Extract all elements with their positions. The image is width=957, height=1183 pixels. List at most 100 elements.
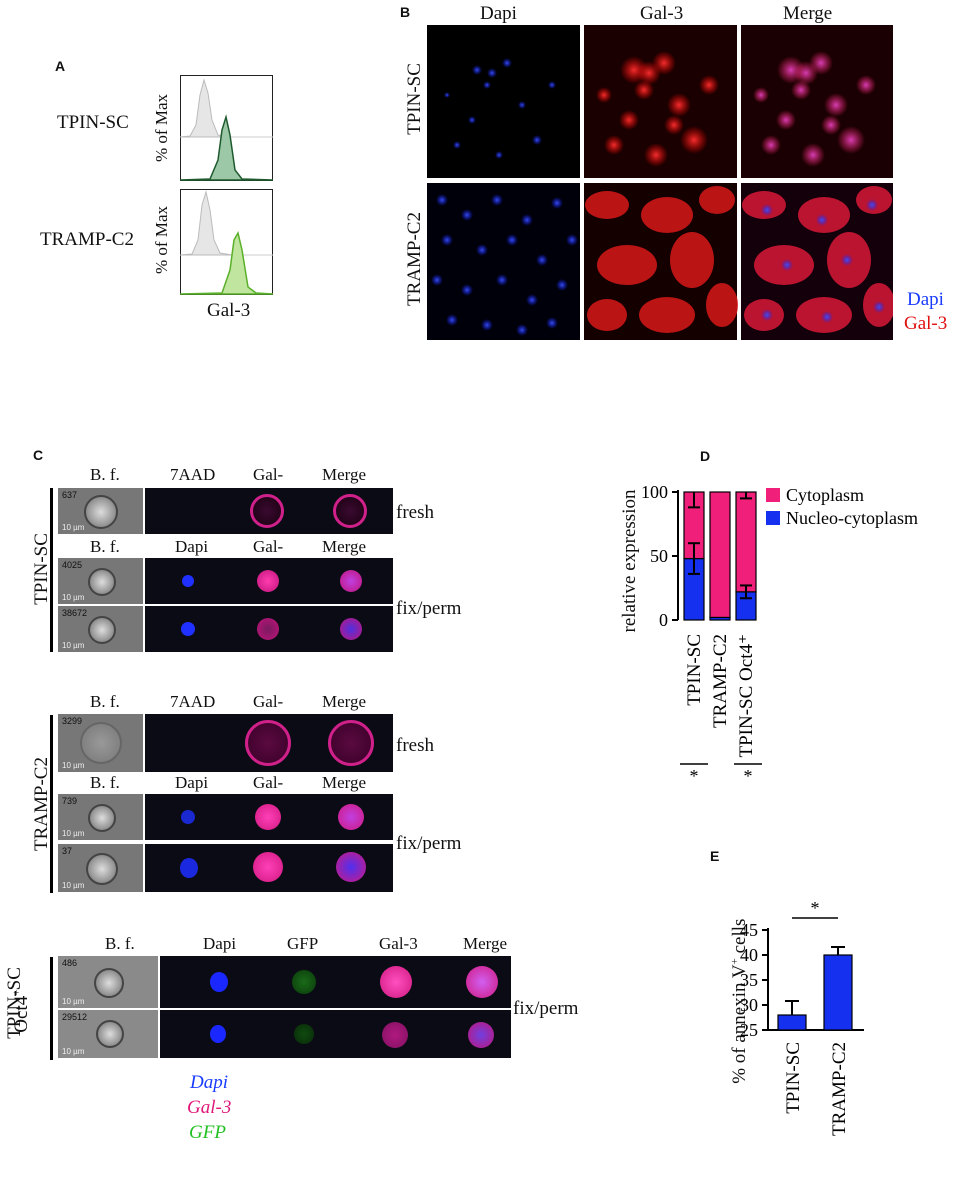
hdr-tramp-fix-gal: Gal- bbox=[253, 773, 284, 792]
fluorescence-strip bbox=[160, 956, 511, 1008]
x-tick-label: TRAMP-C2 bbox=[829, 1042, 850, 1136]
hdr-tpin-merge: Merge bbox=[322, 465, 367, 484]
histogram-box-bottom bbox=[180, 189, 273, 295]
y-tick-label: 40 bbox=[740, 945, 758, 965]
significance-star: * bbox=[811, 898, 820, 918]
label-fresh-tpin: fresh bbox=[396, 502, 434, 523]
panel-a-row-tpin: TPIN-SC bbox=[57, 112, 129, 133]
group-bar-oct4 bbox=[50, 957, 53, 1060]
panel-c-row-tramp: TRAMP-C2 bbox=[31, 757, 52, 851]
bar-cytoplasm bbox=[709, 491, 731, 619]
panel-b-col-gal3: Gal-3 bbox=[640, 3, 684, 24]
brightfield-image: 486 10 µm bbox=[58, 956, 158, 1008]
cell-id: 38672 bbox=[62, 608, 88, 618]
x-tick-label: TPIN-SC Oct4⁺ bbox=[736, 634, 757, 758]
cell-id: 4025 bbox=[62, 560, 83, 570]
panel-b-label: B bbox=[400, 4, 411, 20]
scale-bar: 10 µm bbox=[62, 761, 85, 770]
fluorescence-strip bbox=[160, 1010, 511, 1058]
cell-id: 637 bbox=[62, 490, 78, 500]
fluorescence-strip bbox=[145, 794, 393, 840]
panel-a-histograms bbox=[180, 75, 274, 295]
panel-a-row-tramp: TRAMP-C2 bbox=[40, 229, 134, 250]
hdr-tpin-fix-dapi: Dapi bbox=[175, 537, 209, 556]
scale-bar: 10 µm bbox=[62, 997, 85, 1006]
label-fixperm-oct4: fix/perm bbox=[513, 998, 579, 1019]
panel-b-col-merge: Merge bbox=[783, 3, 833, 24]
hdr-tramp-7aad: 7AAD bbox=[170, 692, 216, 711]
y-tick-label: 30 bbox=[740, 995, 758, 1015]
oct4-fix-row-1: 486 10 µm bbox=[58, 956, 511, 1008]
x-tick-label: TPIN-SC bbox=[783, 1042, 804, 1114]
y-tick-label: 45 bbox=[740, 920, 758, 940]
group-bar-tpin bbox=[50, 488, 53, 652]
micro-tramp-dapi bbox=[427, 183, 580, 340]
bar-cytoplasm bbox=[735, 491, 757, 593]
legend-c-gfp: GFP bbox=[189, 1122, 226, 1143]
significance-star: * bbox=[690, 766, 699, 786]
panel-c-row-tpin: TPIN-SC bbox=[31, 533, 52, 605]
tramp-fresh-row: 3299 10 µm bbox=[58, 714, 393, 772]
legend-label: Cytoplasm bbox=[786, 485, 864, 505]
x-tick-label: TPIN-SC bbox=[684, 634, 705, 706]
panel-b-micrographs bbox=[427, 25, 893, 340]
fluorescence-strip bbox=[145, 844, 393, 892]
bar bbox=[777, 1014, 807, 1031]
scale-bar: 10 µm bbox=[62, 881, 85, 890]
oct4-text: Oct4 bbox=[11, 995, 33, 1033]
hdr-tpin-7aad: 7AAD bbox=[170, 465, 216, 484]
hdr-tramp-bf: B. f. bbox=[90, 692, 120, 711]
panel-b-row-tramp: TRAMP-C2 bbox=[404, 212, 425, 306]
significance-star: * bbox=[744, 766, 753, 786]
micro-tpin-dapi bbox=[427, 25, 580, 178]
panel-c-row-oct4-2: Oct4+ bbox=[11, 981, 33, 1041]
hdr-oct4-merge: Merge bbox=[463, 934, 508, 953]
x-tick-label: TRAMP-C2 bbox=[710, 634, 731, 728]
tramp-fix-row-1: 739 10 µm bbox=[58, 794, 393, 840]
y-tick-label: 35 bbox=[740, 970, 758, 990]
legend-c-gal3: Gal-3 bbox=[187, 1097, 232, 1118]
scale-bar: 10 µm bbox=[62, 829, 85, 838]
scale-bar: 10 µm bbox=[62, 1047, 85, 1056]
hdr-tpin-bf: B. f. bbox=[90, 465, 120, 484]
oct4-sup: + bbox=[10, 989, 23, 996]
cell-id: 739 bbox=[62, 796, 78, 806]
brightfield-image: 4025 10 µm bbox=[58, 558, 143, 604]
legend-swatch bbox=[766, 488, 780, 502]
brightfield-image: 38672 10 µm bbox=[58, 606, 143, 652]
hdr-oct4-bf: B. f. bbox=[105, 934, 135, 953]
gal3-peak-tpin bbox=[180, 114, 274, 181]
cell-id: 37 bbox=[62, 846, 73, 856]
brightfield-image: 637 10 µm bbox=[58, 488, 143, 534]
brightfield-image: 3299 10 µm bbox=[58, 714, 143, 772]
brightfield-image: 37 10 µm bbox=[58, 844, 143, 892]
hdr-tramp-fix-dapi: Dapi bbox=[175, 773, 209, 792]
tpin-fix-row-2: 38672 10 µm bbox=[58, 606, 393, 652]
panel-c-label: C bbox=[33, 447, 44, 463]
group-bar-tramp bbox=[50, 715, 53, 893]
y-tick-label: 25 bbox=[740, 1020, 758, 1040]
hdr-oct4-dapi: Dapi bbox=[203, 934, 237, 953]
panel-b-row-tpin: TPIN-SC bbox=[404, 63, 425, 135]
scale-bar: 10 µm bbox=[62, 523, 85, 532]
chart-e: 25 30 35 40 45 TPIN-SC TRAMP-C2 * bbox=[740, 898, 864, 1136]
fluorescence-strip bbox=[145, 558, 393, 604]
hdr-oct4-gfp: GFP bbox=[287, 934, 319, 953]
legend-label: Nucleo-cytoplasm bbox=[786, 508, 918, 528]
hdr-oct4-gal3: Gal-3 bbox=[379, 934, 418, 953]
cell-id: 29512 bbox=[62, 1012, 88, 1022]
panel-a-ylabel-1: % of Max bbox=[152, 94, 171, 162]
cell-id: 486 bbox=[62, 958, 78, 968]
gal3-peak-tramp bbox=[180, 230, 274, 295]
hdr-tpin-fix-merge: Merge bbox=[322, 537, 367, 556]
fluorescence-strip bbox=[145, 714, 393, 772]
hdr-tramp-gal: Gal- bbox=[253, 692, 284, 711]
hdr-tpin-fix-bf: B. f. bbox=[90, 537, 120, 556]
legend-swatch bbox=[766, 511, 780, 525]
hdr-tpin-gal: Gal- bbox=[253, 465, 284, 484]
oct4-fix-row-2: 29512 10 µm bbox=[58, 1010, 511, 1058]
y-tick-label: 0 bbox=[659, 610, 668, 630]
label-fixperm-tpin: fix/perm bbox=[396, 598, 462, 619]
panel-b-col-dapi: Dapi bbox=[480, 3, 517, 24]
cell-id: 3299 bbox=[62, 716, 83, 726]
